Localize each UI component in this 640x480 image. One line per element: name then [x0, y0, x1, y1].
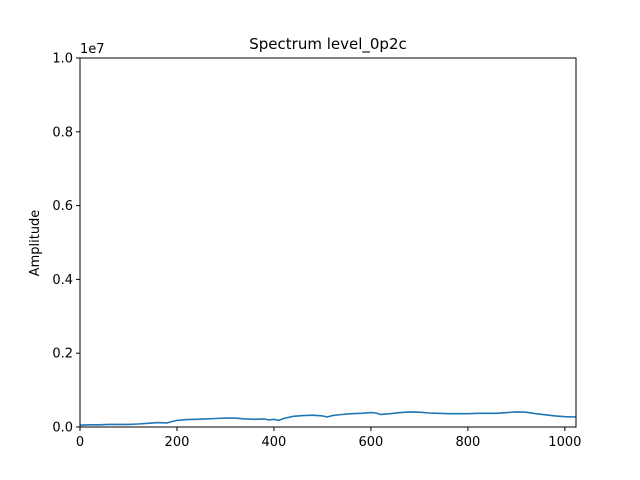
x-axis: 0 200 400 600 800 1000: [76, 427, 581, 450]
y-tick-label: 0.0: [52, 421, 73, 436]
y-axis-label: Amplitude: [28, 210, 43, 277]
x-tick-label: 200: [165, 435, 190, 450]
y-tick-label: 1.0: [52, 52, 73, 67]
y-tick-label: 0.8: [52, 125, 73, 140]
x-tick-label: 1000: [548, 435, 581, 450]
y-tick-label: 0.4: [52, 273, 73, 288]
y-tick-label: 0.2: [52, 347, 73, 362]
y-axis: 0.0 0.2 0.4 0.6 0.8 1.0: [52, 52, 80, 436]
x-tick-label: 600: [358, 435, 383, 450]
y-tick-label: 0.6: [52, 199, 73, 214]
x-tick-label: 400: [262, 435, 287, 450]
plot-area: [79, 411, 577, 426]
x-tick-label: 800: [455, 435, 480, 450]
x-tick-label: 0: [76, 435, 84, 450]
chart-title: Spectrum level_0p2c: [249, 35, 406, 54]
plot-frame: [79, 57, 577, 428]
series-line-0: [79, 411, 577, 426]
y-scale-label: 1e7: [80, 42, 105, 57]
